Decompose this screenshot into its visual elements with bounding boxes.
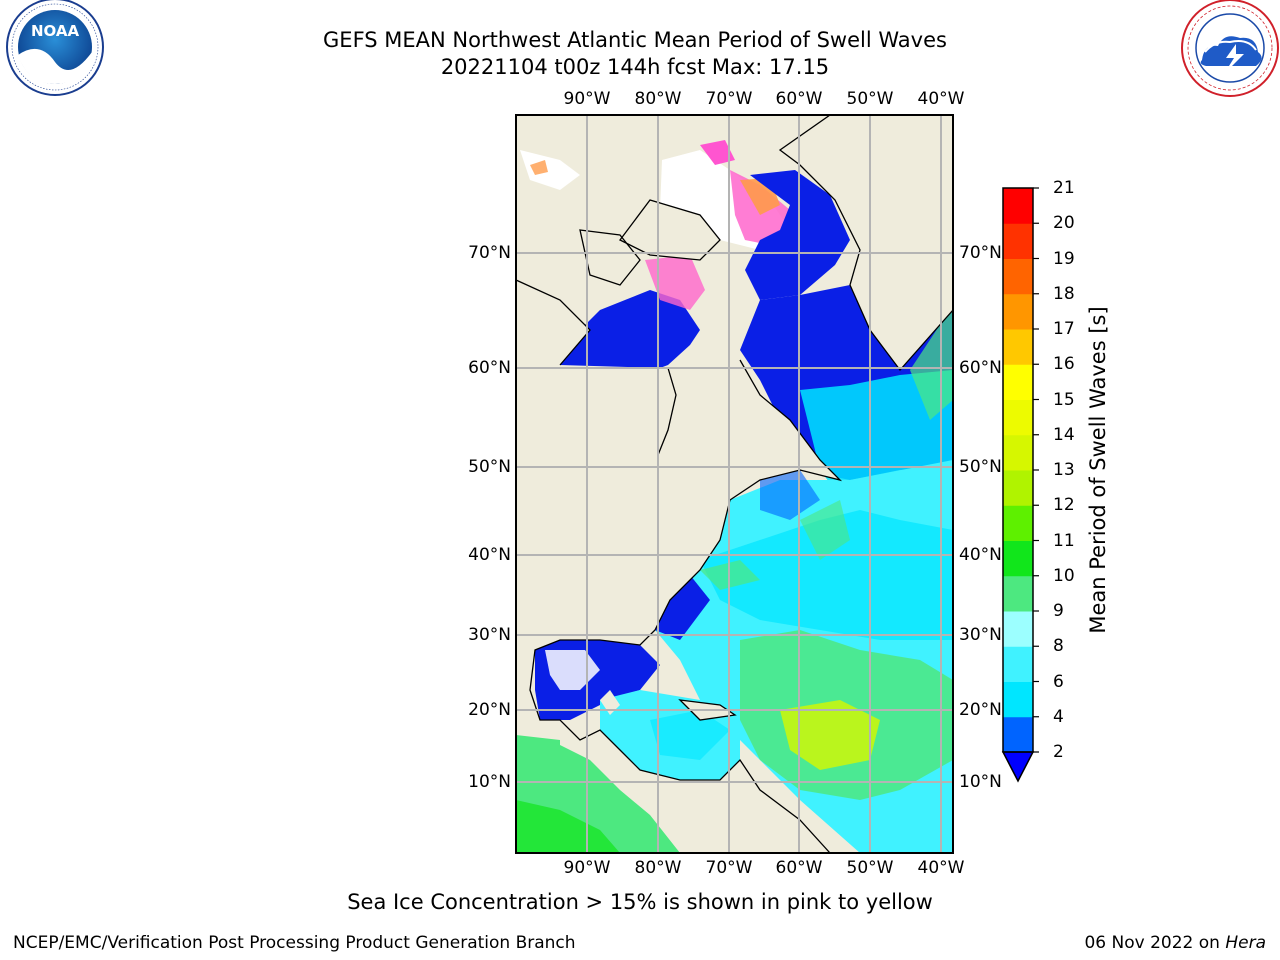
colorbar-tick-label: 4 bbox=[1053, 706, 1064, 727]
graticule bbox=[516, 115, 953, 853]
noaa-logo-label: NOAA bbox=[31, 22, 80, 40]
colorbar-tick-label: 9 bbox=[1053, 601, 1064, 621]
lat-tick-label-right: 10°N bbox=[959, 772, 1002, 792]
colorbar-tick-label: 18 bbox=[1053, 283, 1075, 304]
colorbar-underflow-triangle bbox=[1001, 751, 1035, 783]
land bbox=[516, 280, 590, 368]
colorbar-label: Mean Period of Swell Waves [s] bbox=[1086, 306, 1110, 634]
colorbar-tick-label: 21 bbox=[1053, 178, 1075, 198]
coastlines bbox=[516, 115, 953, 853]
map-area bbox=[516, 115, 953, 853]
lon-tick-label-bottom: 70°W bbox=[705, 858, 753, 878]
colorbar-tick-label: 10 bbox=[1053, 565, 1075, 586]
lon-tick-label-bottom: 50°W bbox=[846, 858, 894, 878]
colorbar-segment bbox=[1003, 223, 1033, 259]
colorbar-segment bbox=[1003, 399, 1033, 436]
lon-tick-label-top: 40°W bbox=[917, 89, 965, 109]
sea-ice-patch bbox=[700, 140, 735, 165]
colorbar-tick-label: 2 bbox=[1053, 742, 1064, 762]
gulf-of-st-lawrence-water bbox=[760, 470, 820, 520]
baffin-bay-water bbox=[745, 170, 850, 300]
colorbar-segment bbox=[1003, 434, 1033, 471]
lon-tick-label-top: 60°W bbox=[775, 89, 823, 109]
colorbar-tick-label: 15 bbox=[1053, 389, 1075, 410]
footer-credit: NCEP/EMC/Verification Post Processing Pr… bbox=[13, 933, 576, 953]
footer-date: 06 Nov 2022 on Hera bbox=[1084, 933, 1266, 953]
colorbar-tick-label: 20 bbox=[1053, 213, 1075, 234]
atlantic-water bbox=[700, 510, 953, 640]
colorbar-tick-label: 6 bbox=[1053, 671, 1064, 692]
colorbar-segment bbox=[1003, 505, 1033, 541]
colorbar bbox=[1001, 187, 1039, 783]
atlantic-water bbox=[780, 700, 880, 770]
lon-tick-label-top: 90°W bbox=[563, 89, 611, 109]
map-subtitle: 20221104 t00z 144h fcst Max: 17.15 bbox=[440, 55, 830, 79]
colorbar-segment bbox=[1003, 470, 1033, 506]
nws-logo bbox=[1181, 0, 1279, 97]
lon-tick-label-bottom: 40°W bbox=[917, 858, 965, 878]
lat-tick-label-left: 40°N bbox=[468, 545, 511, 565]
colorbar-segment bbox=[1003, 329, 1033, 365]
north-america-land bbox=[516, 350, 840, 660]
sea-ice-caption: Sea Ice Concentration > 15% is shown in … bbox=[347, 890, 933, 914]
colorbar-tick-label: 11 bbox=[1053, 530, 1075, 551]
lon-tick-label-bottom: 80°W bbox=[634, 858, 682, 878]
lat-tick-label-left: 20°N bbox=[468, 700, 511, 720]
sea-ice-patch bbox=[645, 255, 705, 310]
colorbar-tick-label: 19 bbox=[1053, 248, 1075, 269]
lat-tick-label-right: 20°N bbox=[959, 700, 1002, 720]
colorbar-segment bbox=[1003, 681, 1033, 718]
footer-host: Hera bbox=[1225, 933, 1266, 953]
noaa-logo: NOAA bbox=[6, 0, 104, 96]
lat-tick-label-left: 30°N bbox=[468, 625, 511, 645]
colorbar-tick-label: 14 bbox=[1053, 424, 1075, 445]
lon-tick-label-bottom: 60°W bbox=[775, 858, 823, 878]
colorbar-segment bbox=[1003, 188, 1033, 224]
colorbar-segment bbox=[1003, 293, 1033, 330]
lat-tick-label-right: 70°N bbox=[959, 243, 1002, 263]
lat-tick-label-left: 70°N bbox=[468, 243, 511, 263]
colorbar-tick-label: 8 bbox=[1053, 636, 1064, 657]
lon-tick-label-bottom: 90°W bbox=[563, 858, 611, 878]
lat-tick-label-left: 60°N bbox=[468, 358, 511, 378]
pacific-water bbox=[516, 800, 620, 853]
lon-tick-label-top: 50°W bbox=[846, 89, 894, 109]
lat-tick-label-right: 60°N bbox=[959, 358, 1002, 378]
lat-tick-label-right: 40°N bbox=[959, 545, 1002, 565]
yucatan-land bbox=[600, 690, 620, 715]
lon-tick-label-top: 70°W bbox=[705, 89, 753, 109]
lat-tick-label-left: 50°N bbox=[468, 457, 511, 477]
atlantic-water bbox=[800, 500, 850, 560]
colorbar-tick-label: 13 bbox=[1053, 460, 1075, 480]
central-south-america-land bbox=[560, 720, 830, 853]
lon-tick-label-top: 80°W bbox=[634, 89, 682, 109]
colorbar-tick-label: 12 bbox=[1053, 495, 1075, 516]
colorbar-segment bbox=[1003, 540, 1033, 577]
arctic-channel-white bbox=[520, 150, 580, 190]
colorbar-segment bbox=[1003, 716, 1033, 753]
lat-tick-label-right: 50°N bbox=[959, 457, 1002, 477]
canadian-arctic-land bbox=[620, 200, 720, 260]
colorbar-segment bbox=[1003, 646, 1033, 682]
caribbean-water bbox=[650, 710, 730, 760]
greenland-land bbox=[780, 115, 953, 370]
lat-tick-label-right: 30°N bbox=[959, 625, 1002, 645]
map-frame bbox=[515, 114, 954, 854]
colorbar-tick-label: 16 bbox=[1053, 354, 1075, 375]
colorbar-segment bbox=[1003, 364, 1033, 400]
colorbar-segment bbox=[1003, 575, 1033, 612]
footer-date-text: 06 Nov 2022 on bbox=[1084, 933, 1220, 953]
lat-tick-label-left: 10°N bbox=[468, 772, 511, 792]
map-title: GEFS MEAN Northwest Atlantic Mean Period… bbox=[323, 28, 947, 52]
colorbar-segment bbox=[1003, 258, 1033, 295]
north-atlantic-water bbox=[910, 305, 953, 420]
colorbar-segment bbox=[1003, 611, 1033, 647]
colorbar-tick-label: 17 bbox=[1053, 319, 1075, 339]
canadian-arctic-land bbox=[580, 230, 640, 285]
sea-ice-patch bbox=[530, 160, 548, 175]
hudson-bay-water bbox=[560, 290, 700, 368]
